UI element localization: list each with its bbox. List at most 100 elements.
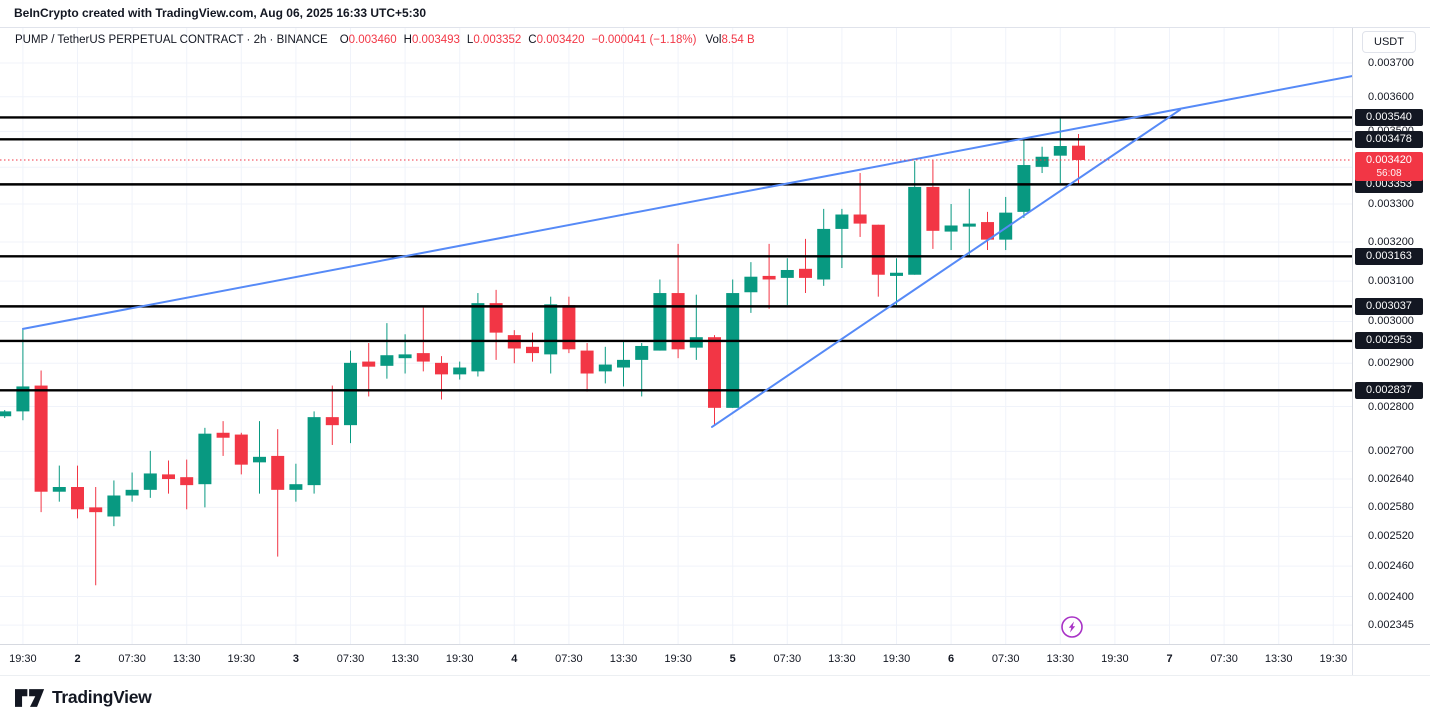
close-label: C <box>528 34 537 46</box>
candle-up[interactable] <box>544 304 558 355</box>
candle-up[interactable] <box>999 212 1013 240</box>
candle-up[interactable] <box>1035 156 1049 167</box>
price-label: 0.003000 <box>1368 315 1414 328</box>
candle-up[interactable] <box>944 225 958 232</box>
header-text: BeInCrypto created with TradingView.com,… <box>14 6 427 20</box>
time-tick-label: 13:30 <box>172 653 201 665</box>
time-tick-date: 3 <box>292 653 299 665</box>
tradingview-logo[interactable]: TradingView <box>15 687 152 708</box>
candle-down[interactable] <box>871 224 885 275</box>
candle-down[interactable] <box>362 361 376 367</box>
currency-button[interactable]: USDT <box>1362 31 1416 53</box>
price-label: 0.003100 <box>1368 275 1414 288</box>
candle-down[interactable] <box>853 214 867 224</box>
trendline[interactable] <box>22 75 1352 330</box>
candle-down[interactable] <box>1072 145 1085 160</box>
time-tick-label: 07:30 <box>991 653 1020 665</box>
candle-down[interactable] <box>762 275 776 280</box>
time-tick-date: 6 <box>948 653 955 665</box>
candle-up[interactable] <box>198 433 212 485</box>
candle-up[interactable] <box>726 293 740 408</box>
candle-down[interactable] <box>708 337 721 408</box>
candle-up[interactable] <box>16 386 30 412</box>
candle-up[interactable] <box>453 367 467 375</box>
trendline[interactable] <box>711 108 1181 428</box>
volume-label: Vol <box>705 34 722 46</box>
candle-up[interactable] <box>744 276 758 293</box>
candle-up[interactable] <box>962 223 976 227</box>
candle-up[interactable] <box>617 359 630 368</box>
close-value: 0.003420 <box>536 34 585 46</box>
price-label: 0.002700 <box>1368 445 1414 458</box>
time-axis[interactable]: 19:30 2 07:30 13:30 19:30 3 07:30 13:30 19:30 4 07… <box>0 644 1430 676</box>
low-value: 0.003352 <box>473 34 522 46</box>
candle-up[interactable] <box>52 487 66 492</box>
candle-up[interactable] <box>1017 165 1031 212</box>
candle-down[interactable] <box>71 487 84 510</box>
candle-down[interactable] <box>580 350 594 374</box>
time-tick-label: 13:30 <box>1046 653 1075 665</box>
chart-pane[interactable]: PUMP / TetherUS PERPETUAL CONTRACT · 2h … <box>0 28 1430 644</box>
candle-up[interactable] <box>344 362 357 426</box>
candle-up[interactable] <box>307 417 321 486</box>
candle-up[interactable] <box>817 228 831 280</box>
candle-up[interactable] <box>598 364 612 372</box>
candle-down[interactable] <box>234 434 248 465</box>
candle-up[interactable] <box>398 354 412 359</box>
candle-down[interactable] <box>435 362 448 375</box>
price-label: 0.003300 <box>1368 198 1414 210</box>
price-axis[interactable]: USDT 0.0037000.0036000.0035000.0033000.0… <box>1352 28 1430 644</box>
candle-down[interactable] <box>926 186 940 231</box>
candle-up[interactable] <box>380 355 394 366</box>
candle-down[interactable] <box>981 222 994 240</box>
candlestick-chart[interactable] <box>0 28 1352 644</box>
low-label: L <box>466 34 474 46</box>
time-tick-label: 07:30 <box>118 653 146 665</box>
candle-up[interactable] <box>1053 146 1067 156</box>
change-value: −0.000041 (−1.18%) <box>591 34 697 46</box>
candle-up[interactable] <box>143 473 157 490</box>
price-line-badge: 0.002953 <box>1355 332 1423 350</box>
candle-up[interactable] <box>689 337 703 348</box>
candle-down[interactable] <box>489 303 503 333</box>
time-tick-label: 07:30 <box>773 653 802 665</box>
time-tick-label: 19:30 <box>9 653 37 665</box>
candle-up[interactable] <box>908 186 922 275</box>
time-tick-label: 19:30 <box>664 653 692 665</box>
candle-up[interactable] <box>0 411 12 417</box>
candle-down[interactable] <box>325 417 339 426</box>
candle-down[interactable] <box>34 385 48 492</box>
candle-down[interactable] <box>526 346 539 354</box>
candle-down[interactable] <box>89 507 103 513</box>
candle-up[interactable] <box>107 495 121 517</box>
candle-up[interactable] <box>471 303 485 372</box>
candle-up[interactable] <box>125 489 139 496</box>
candle-up[interactable] <box>635 345 649 360</box>
candle-down[interactable] <box>416 353 430 362</box>
price-label: 0.002460 <box>1368 560 1414 573</box>
candle-down[interactable] <box>562 305 576 350</box>
candle-down[interactable] <box>799 268 812 278</box>
candle-up[interactable] <box>253 456 266 463</box>
time-tick-label: 19:30 <box>882 653 911 665</box>
time-tick-label: 13:30 <box>609 653 638 665</box>
candle-up[interactable] <box>289 484 303 490</box>
price-line-badge: 0.002837 <box>1355 381 1423 399</box>
price-label: 0.003600 <box>1368 90 1414 103</box>
footer-bar: TradingView <box>0 675 1430 721</box>
symbol-title[interactable]: PUMP / TetherUS PERPETUAL CONTRACT · 2h … <box>15 34 328 46</box>
candle-down[interactable] <box>271 455 285 490</box>
time-tick-date: 5 <box>729 653 736 665</box>
candle-down[interactable] <box>180 477 194 486</box>
time-tick-label: 07:30 <box>1210 653 1238 665</box>
flash-idea-icon[interactable] <box>1061 616 1083 638</box>
candle-up[interactable] <box>780 269 794 278</box>
symbol-legend: PUMP / TetherUS PERPETUAL CONTRACT · 2h … <box>15 34 762 46</box>
candle-up[interactable] <box>890 272 903 276</box>
volume-value: 8.54 B <box>721 34 755 46</box>
candle-down[interactable] <box>216 432 230 438</box>
candle-up[interactable] <box>835 214 849 229</box>
high-label: H <box>403 34 412 46</box>
price-line-badge: 0.003540 <box>1355 108 1423 126</box>
candle-down[interactable] <box>162 474 175 480</box>
